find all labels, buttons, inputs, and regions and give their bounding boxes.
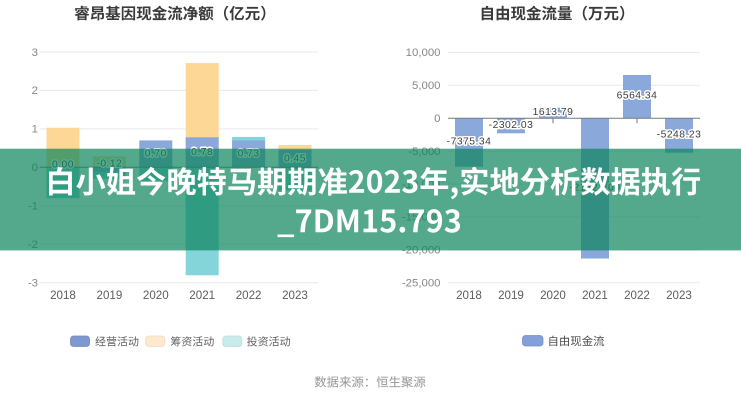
svg-text:1: 1 (32, 124, 38, 136)
svg-text:1613.79: 1613.79 (533, 107, 574, 118)
svg-text:2023: 2023 (666, 289, 692, 302)
svg-text:2018: 2018 (50, 289, 76, 302)
svg-text:2022: 2022 (236, 289, 262, 302)
svg-text:10,000: 10,000 (406, 47, 441, 59)
svg-text:2020: 2020 (143, 289, 169, 302)
svg-text:2021: 2021 (582, 289, 608, 302)
svg-text:6564.34: 6564.34 (617, 91, 658, 102)
svg-text:2: 2 (32, 85, 38, 97)
svg-text:-2302.03: -2302.03 (489, 120, 534, 131)
svg-text:2018: 2018 (456, 289, 482, 302)
svg-text:-5248.23: -5248.23 (657, 130, 702, 141)
svg-text:2021: 2021 (189, 289, 215, 302)
svg-text:5,000: 5,000 (412, 80, 441, 92)
svg-text:2019: 2019 (97, 289, 123, 302)
svg-text:2022: 2022 (624, 289, 650, 302)
svg-text:-25,000: -25,000 (402, 278, 441, 290)
svg-text:3: 3 (32, 47, 38, 59)
svg-text:0: 0 (434, 113, 440, 125)
svg-text:2019: 2019 (498, 289, 524, 302)
svg-text:-3: -3 (28, 278, 38, 290)
svg-text:2020: 2020 (540, 289, 566, 302)
svg-text:2023: 2023 (282, 289, 308, 302)
svg-text:-7375.34: -7375.34 (447, 137, 492, 148)
